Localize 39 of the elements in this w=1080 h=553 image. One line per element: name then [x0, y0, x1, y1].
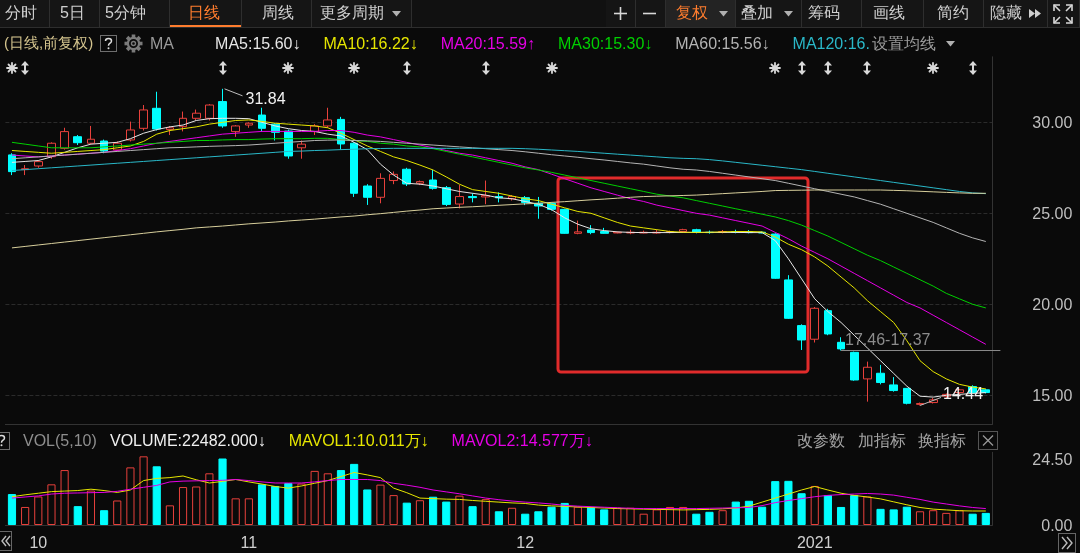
text: 更多周期	[320, 4, 384, 22]
y-tick-label: 25.00	[1032, 204, 1073, 222]
text: 复权	[676, 4, 708, 22]
text: 改参数	[797, 432, 845, 449]
y-tick-label: 20.00	[1032, 295, 1073, 313]
text: 隐藏	[990, 4, 1022, 22]
annotation: 31.84	[245, 90, 286, 108]
text: 简约	[937, 4, 969, 22]
text: MA5:15.60↓	[215, 34, 301, 52]
text: 周线	[262, 4, 294, 22]
x-tick-label: 10	[29, 533, 48, 551]
text: MA10:16.22↓	[323, 34, 418, 52]
text: 换指标	[918, 432, 966, 449]
y-tick-label: 0.00	[1041, 516, 1073, 534]
text: 日线	[188, 4, 220, 22]
text: 设置均线	[872, 35, 936, 52]
text: MA120:16.	[792, 34, 870, 52]
text: MA60:15.56↓	[675, 34, 770, 52]
series-label: VOLUME:22482.000↓	[110, 431, 266, 449]
text: 画线	[873, 4, 905, 22]
text: MA30:15.30↓	[558, 34, 653, 52]
text: MA20:15.59↑	[440, 34, 535, 52]
text: 加指标	[858, 432, 906, 449]
legend-title: VOL(5,10)	[23, 432, 97, 449]
y-tick-label: 24.50	[1032, 450, 1073, 468]
y-tick-label: 30.00	[1032, 113, 1073, 131]
text: 分时	[5, 4, 37, 22]
x-tick-label: 2021	[796, 533, 833, 551]
text: 5日	[60, 4, 85, 22]
text: 筹码	[808, 4, 840, 22]
text: MAVOL1:10.011万↓	[288, 431, 429, 449]
text: 5分钟	[105, 4, 146, 22]
x-tick-label: 12	[516, 533, 535, 551]
chart-title: (日线,前复权)	[4, 34, 94, 51]
text: 叠加	[741, 4, 773, 22]
text: MAVOL2:14.577万↓	[451, 431, 593, 449]
y-tick-label: 15.00	[1032, 386, 1073, 404]
legend-title: MA	[150, 35, 175, 52]
x-tick-label: 11	[240, 533, 258, 551]
